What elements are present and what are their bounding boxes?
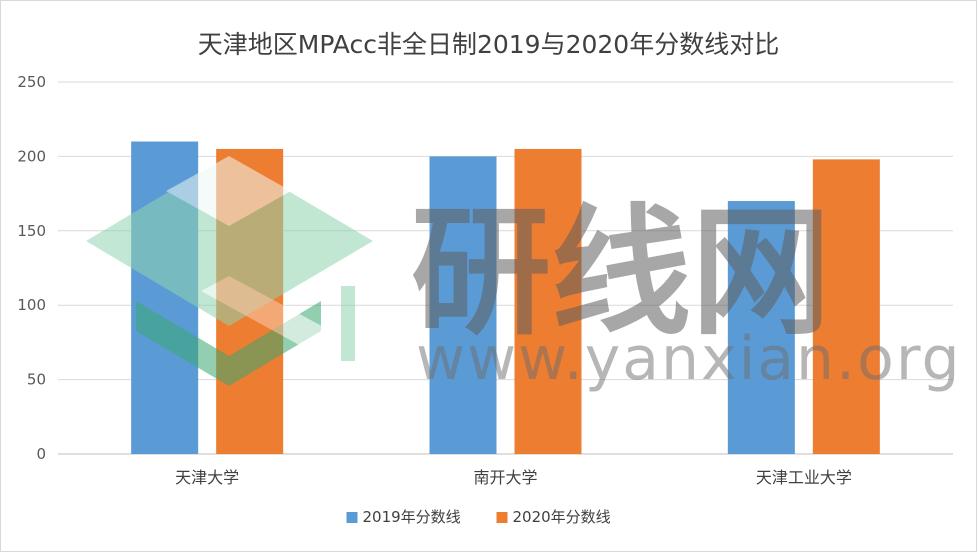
legend-swatch bbox=[346, 512, 358, 523]
x-category-label: 天津大学 bbox=[175, 468, 239, 487]
bar-series-2 bbox=[812, 159, 880, 454]
y-tick-label: 200 bbox=[17, 147, 46, 165]
x-category-label: 天津工业大学 bbox=[756, 468, 852, 487]
y-tick-label: 50 bbox=[27, 371, 46, 389]
bar-series-1 bbox=[429, 156, 497, 454]
y-tick-label: 100 bbox=[17, 296, 46, 314]
x-category-label: 南开大学 bbox=[473, 468, 537, 487]
legend-swatch bbox=[496, 512, 508, 523]
legend-label: 2019年分数线 bbox=[363, 508, 461, 526]
bar-series-2 bbox=[514, 148, 582, 454]
y-tick-label: 150 bbox=[17, 222, 46, 240]
axis-layer: 0 50 100 150 200 250 天津大学 南开大学 天津工业大学 bbox=[17, 73, 851, 487]
legend-label: 2020年分数线 bbox=[513, 508, 611, 526]
y-tick-label: 250 bbox=[17, 73, 46, 91]
watermark-text: 研线网 bbox=[411, 192, 831, 355]
legend: 2019年分数线 2020年分数线 bbox=[346, 508, 611, 526]
watermark-layer: 研线网 www.yanxian.org bbox=[86, 156, 962, 394]
watermark-logo bbox=[86, 156, 373, 386]
y-tick-label: 0 bbox=[36, 445, 46, 463]
watermark-url: www.yanxian.org bbox=[416, 324, 962, 394]
chart-title: 天津地区MPAcc非全日制2019与2020年分数线对比 bbox=[197, 30, 780, 59]
bar-series-1 bbox=[727, 201, 795, 454]
